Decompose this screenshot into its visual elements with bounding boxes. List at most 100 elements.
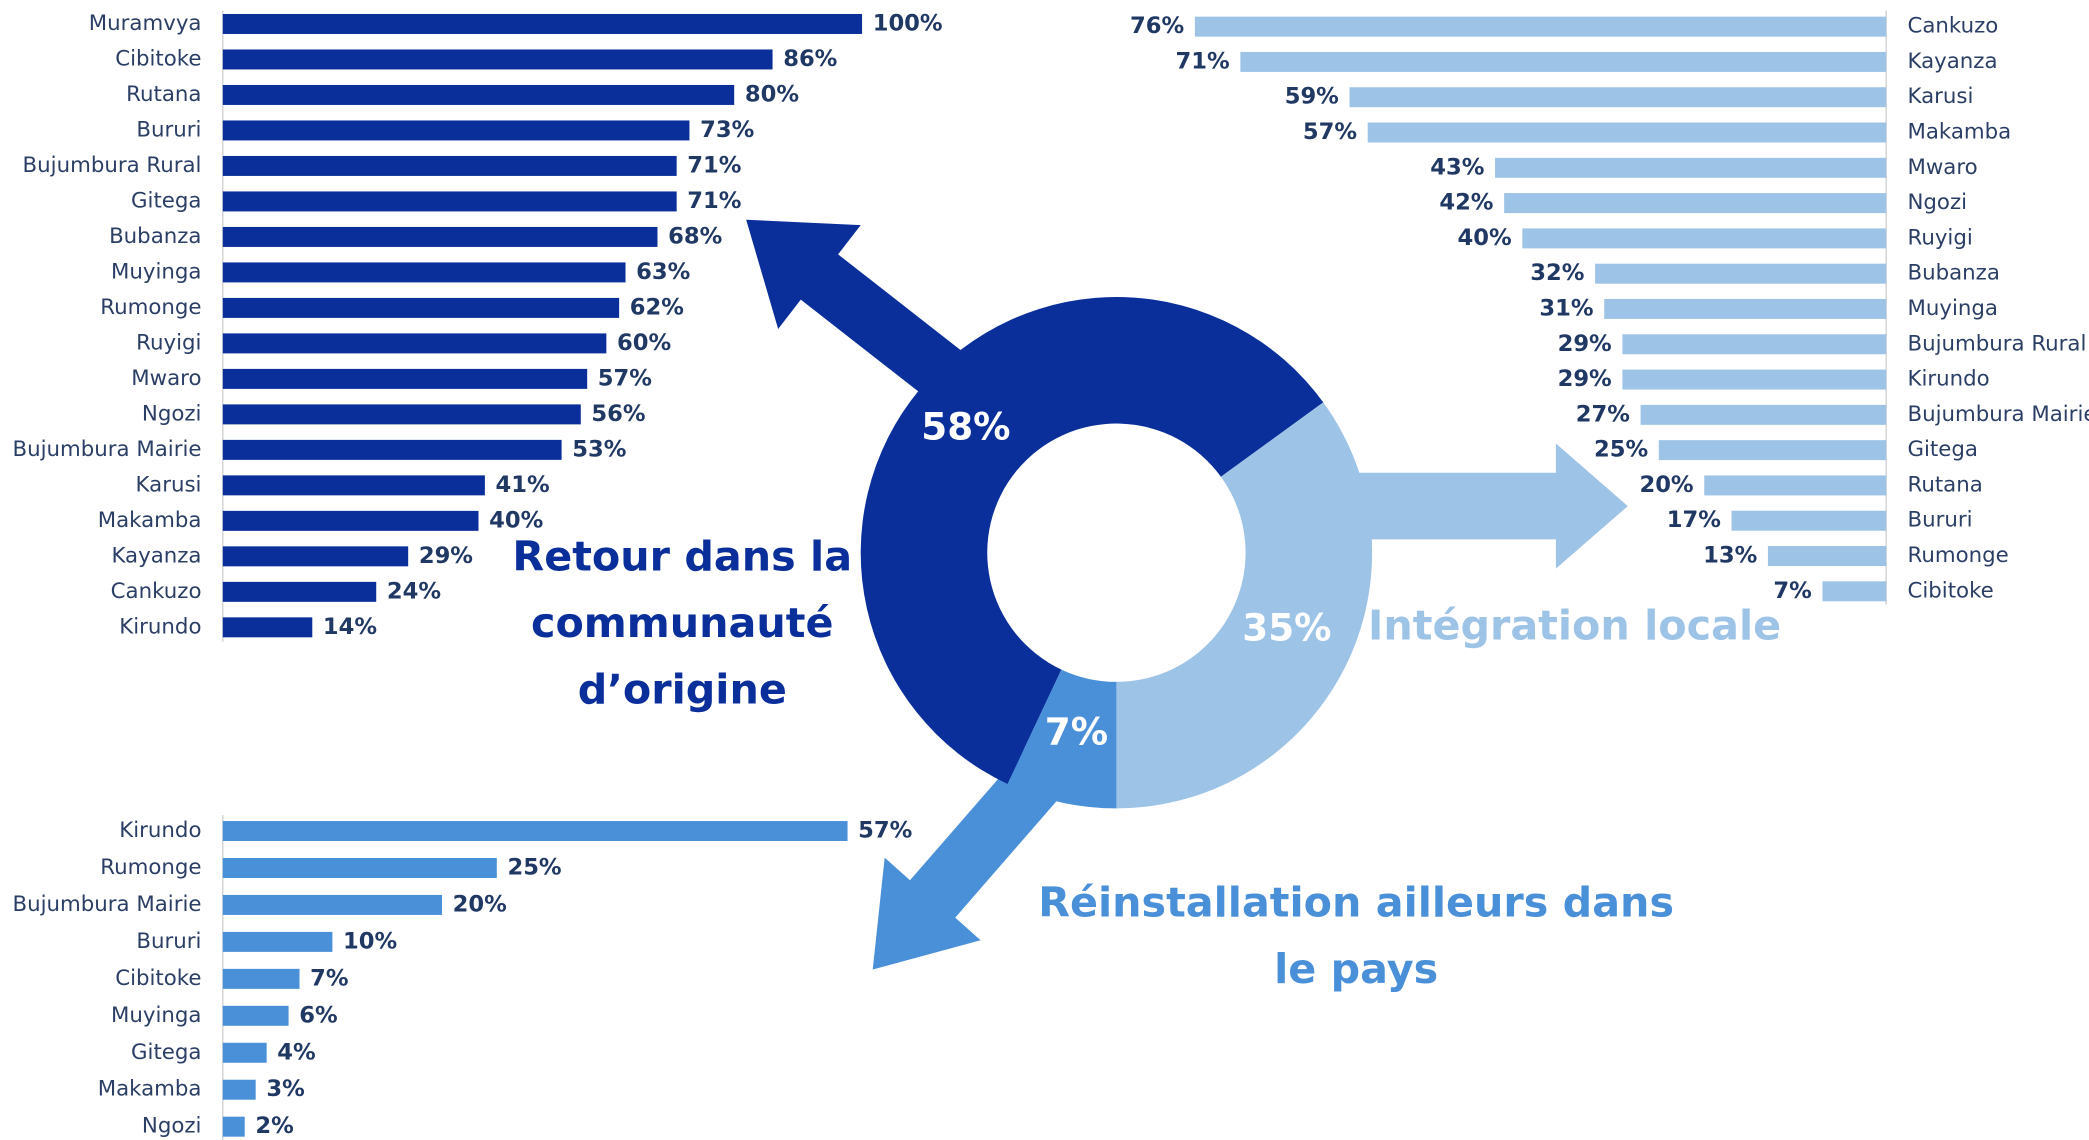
category-label: Rumonge xyxy=(100,295,201,320)
value-label: 41% xyxy=(496,472,550,498)
bar xyxy=(1240,51,1887,72)
value-label: 63% xyxy=(636,259,690,285)
value-label: 40% xyxy=(1458,225,1512,251)
category-label: Cibitoke xyxy=(1907,578,1993,603)
value-label: 20% xyxy=(1639,472,1693,498)
value-label: 73% xyxy=(700,117,754,143)
bar xyxy=(222,968,300,989)
category-label: Bururi xyxy=(136,929,201,954)
category-label: Rumonge xyxy=(100,855,201,880)
bar xyxy=(222,439,562,460)
value-label: 6% xyxy=(299,1002,337,1028)
category-label: Ngozi xyxy=(1907,190,1967,215)
category-label: Kirundo xyxy=(1907,367,1989,392)
value-label: 25% xyxy=(1594,437,1648,463)
category-label: Kirundo xyxy=(119,818,201,843)
value-label: 57% xyxy=(1303,119,1357,145)
value-label: 56% xyxy=(591,401,645,427)
value-label: 80% xyxy=(745,81,799,107)
value-label: 57% xyxy=(858,818,912,844)
bar xyxy=(222,475,485,496)
bar xyxy=(222,1042,267,1063)
bar xyxy=(222,931,333,952)
bar xyxy=(222,1079,256,1100)
value-label: 59% xyxy=(1285,84,1339,110)
category-label: Ruyigi xyxy=(136,330,201,355)
bar xyxy=(222,1116,245,1137)
value-label: 14% xyxy=(323,614,377,640)
bar xyxy=(222,13,863,34)
category-label: Bubanza xyxy=(1907,261,1999,286)
bar xyxy=(222,84,735,105)
bar xyxy=(1522,228,1887,249)
category-label: Ngozi xyxy=(142,401,202,426)
value-label: 27% xyxy=(1576,401,1630,427)
category-label: Cibitoke xyxy=(115,46,201,71)
category-label: Cankuzo xyxy=(111,579,202,604)
bar xyxy=(222,226,658,247)
bar xyxy=(1194,16,1887,37)
value-label: 62% xyxy=(630,294,684,320)
value-label: 31% xyxy=(1539,295,1593,321)
category-label: Bujumbura Mairie xyxy=(1907,402,2089,427)
bar xyxy=(222,510,479,531)
bar xyxy=(222,155,677,176)
bar xyxy=(222,191,677,212)
bar xyxy=(1822,581,1887,602)
value-label: 42% xyxy=(1439,190,1493,216)
bar xyxy=(222,1005,289,1026)
value-label: 40% xyxy=(489,507,543,533)
category-label: Muyinga xyxy=(111,259,201,284)
arrow xyxy=(746,219,978,409)
category-label: Réinstallation ailleurs dans le pays xyxy=(1038,879,1674,994)
bar xyxy=(222,262,626,283)
category-label: Mwaro xyxy=(1907,155,1977,180)
category-label: Ruyigi xyxy=(1907,225,1972,250)
bar xyxy=(222,120,690,141)
slice-label: 7% xyxy=(1045,709,1108,753)
value-label: 43% xyxy=(1430,154,1484,180)
category-label: Bujumbura Mairie xyxy=(13,437,202,462)
category-label: Rutana xyxy=(1907,472,1982,497)
category-label: Gitega xyxy=(1907,437,1977,462)
category-label: Makamba xyxy=(98,508,202,533)
value-label: 7% xyxy=(310,965,348,991)
arrow xyxy=(1345,443,1628,569)
bar xyxy=(222,617,313,638)
value-label: 71% xyxy=(687,188,741,214)
value-label: 32% xyxy=(1530,260,1584,286)
bar xyxy=(1604,298,1887,319)
value-label: 29% xyxy=(419,543,473,569)
donut-slice xyxy=(860,296,1324,785)
value-label: 10% xyxy=(343,928,397,954)
bar xyxy=(1495,157,1887,178)
value-label: 2% xyxy=(255,1113,293,1139)
value-label: 29% xyxy=(1558,331,1612,357)
bar xyxy=(222,333,607,354)
value-label: 60% xyxy=(617,330,671,356)
bar xyxy=(1767,546,1887,567)
bar xyxy=(1704,475,1887,496)
category-label: Gitega xyxy=(131,1040,201,1065)
value-label: 7% xyxy=(1773,578,1811,604)
bar xyxy=(1622,334,1887,355)
category-label: Makamba xyxy=(1907,120,2011,145)
value-label: 20% xyxy=(453,891,507,917)
value-label: 53% xyxy=(572,436,626,462)
value-label: 71% xyxy=(687,152,741,178)
category-label: Bujumbura Rural xyxy=(1907,331,2086,356)
bar xyxy=(222,297,620,318)
donut-slice xyxy=(1007,669,1117,809)
value-label: 100% xyxy=(873,10,943,36)
category-label: Makamba xyxy=(98,1077,202,1102)
value-label: 17% xyxy=(1667,507,1721,533)
value-label: 71% xyxy=(1176,48,1230,74)
bar xyxy=(222,546,409,567)
value-label: 13% xyxy=(1703,543,1757,569)
category-label: Karusi xyxy=(136,472,202,497)
bar xyxy=(222,857,497,878)
value-label: 24% xyxy=(387,578,441,604)
value-label: 68% xyxy=(668,223,722,249)
category-label: Bujumbura Rural xyxy=(23,153,202,178)
